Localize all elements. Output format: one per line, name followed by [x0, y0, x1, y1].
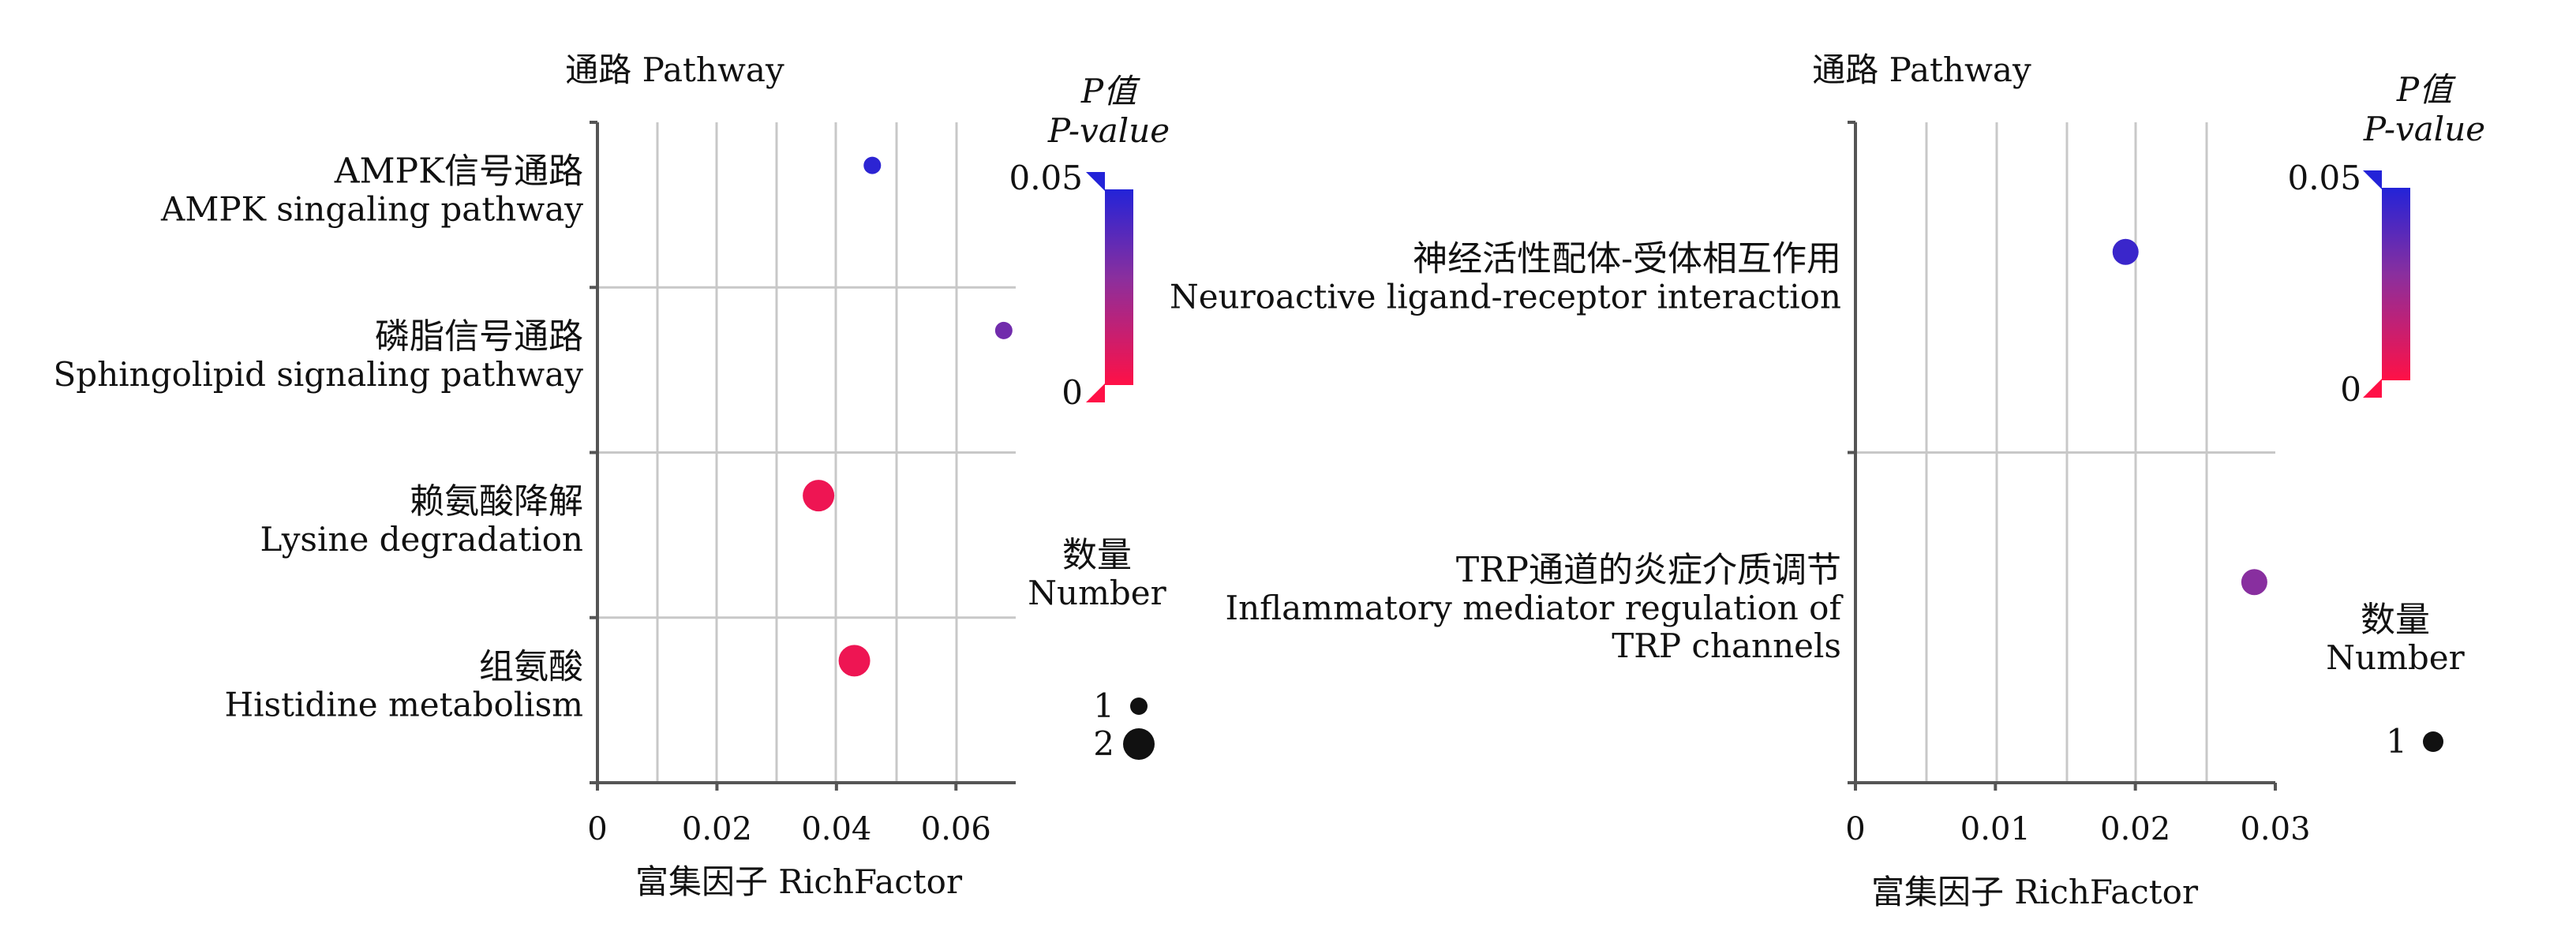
chart-right: 通路 Pathway 0 0.01 0.02 0.03 神经活性配体-受体相互作用Ne…: [1170, 50, 2485, 911]
size-legend: 数量 Number 1: [2326, 600, 2465, 761]
color-legend: P值 P-value 0.05 0: [2287, 70, 2485, 409]
data-point: [838, 645, 871, 677]
size-legend-dot: [2423, 731, 2443, 752]
color-bar-bottom-marker: [2363, 379, 2382, 398]
color-bar: [2382, 188, 2410, 380]
category-label-zh: 磷脂信号通路: [375, 316, 583, 357]
color-legend-title-en: P-value: [1047, 111, 1170, 150]
size-legend-label: 1: [1093, 686, 1114, 725]
x-tick-label: 0.02: [682, 811, 752, 847]
category-label-zh: 神经活性配体-受体相互作用: [1413, 238, 1841, 279]
size-legend-title-zh: 数量: [1062, 535, 1132, 575]
category-label-en: TRP channels: [1612, 626, 1841, 665]
y-axis-title: 通路 Pathway: [1812, 50, 2031, 89]
x-ticks: 0 0.02 0.04 0.06: [587, 783, 991, 847]
category-label-en: Neuroactive ligand-receptor interaction: [1170, 277, 1841, 316]
category-label-en: AMPK singaling pathway: [160, 190, 583, 229]
data-point: [994, 321, 1013, 339]
color-legend-title-en: P-value: [2363, 110, 2485, 148]
x-tick-label: 0.04: [801, 811, 871, 847]
data-point: [803, 480, 835, 512]
size-legend-title-zh: 数量: [2361, 600, 2430, 640]
size-legend-title-en: Number: [2326, 638, 2465, 677]
category-label-en: Histidine metabolism: [224, 685, 583, 724]
color-legend-min-label: 0: [1061, 373, 1083, 412]
grid: [597, 122, 1016, 783]
grid: [1855, 122, 2275, 783]
x-tick-label: 0.01: [1960, 811, 2031, 847]
color-legend-max-label: 0.05: [2287, 159, 2361, 197]
x-ticks: 0 0.01 0.02 0.03: [1845, 783, 2311, 847]
data-points: [803, 156, 1013, 677]
size-legend-title-en: Number: [1028, 574, 1166, 612]
size-legend-label: 2: [1093, 724, 1114, 763]
color-legend-title-zh: P值: [1080, 72, 1140, 110]
color-bar-top-marker: [2363, 170, 2382, 189]
axes: [590, 121, 1016, 784]
color-legend-min-label: 0: [2340, 370, 2361, 409]
data-point: [863, 156, 882, 174]
color-bar-top-marker: [1086, 172, 1105, 191]
category-label-zh: AMPK信号通路: [334, 151, 583, 192]
category-label-en: Inflammatory mediator regulation of: [1225, 589, 1844, 627]
category-label-zh: 赖氨酸降解: [410, 481, 583, 522]
size-legend: 数量 Number 12: [1028, 535, 1166, 763]
color-legend-title-zh: P值: [2396, 70, 2456, 109]
size-legend-dot: [1130, 698, 1148, 715]
color-bar: [1105, 189, 1133, 385]
data-point: [2241, 569, 2267, 596]
category-label-en: Lysine degradation: [260, 520, 583, 559]
size-legend-label: 1: [2386, 722, 2407, 761]
category-label-zh: TRP通道的炎症介质调节: [1456, 550, 1841, 590]
size-legend-items: 12: [1093, 686, 1155, 763]
x-axis-title: 富集因子 RichFactor: [1871, 873, 2199, 911]
color-legend: P值 P-value 0.05 0: [1009, 72, 1170, 412]
data-points: [2112, 238, 2267, 596]
size-legend-dot: [1123, 728, 1155, 760]
category-label-en: Sphingolipid signaling pathway: [54, 355, 584, 394]
x-tick-label: 0: [587, 811, 607, 847]
color-legend-max-label: 0.05: [1009, 159, 1083, 197]
x-tick-label: 0.02: [2100, 811, 2170, 847]
color-bar-bottom-marker: [1086, 383, 1105, 402]
x-tick-label: 0.06: [921, 811, 991, 847]
y-axis-title: 通路 Pathway: [565, 50, 784, 89]
axes: [1848, 121, 2275, 784]
category-label-zh: 组氨酸: [479, 646, 583, 686]
data-point: [2112, 238, 2139, 265]
x-axis-title: 富集因子 RichFactor: [635, 862, 963, 901]
x-tick-label: 0: [1845, 811, 1865, 847]
size-legend-items: 1: [2386, 722, 2443, 761]
x-tick-label: 0.03: [2240, 811, 2310, 847]
